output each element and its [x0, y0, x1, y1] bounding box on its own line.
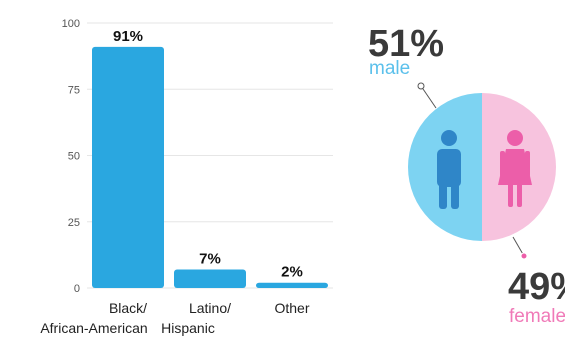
y-tick-label: 100 [62, 18, 80, 30]
bar-data-label: 2% [281, 264, 303, 281]
male-percentage: 51% [368, 23, 444, 65]
bar-data-label: 91% [113, 28, 143, 45]
female-connector-dot [520, 252, 528, 260]
male-connector-line [420, 85, 437, 109]
female-percentage: 49% [508, 266, 565, 308]
y-tick-label: 0 [74, 283, 80, 295]
x-category-label: Black/African-American [40, 300, 147, 336]
x-category-label: Other [274, 300, 309, 316]
male-label: male [369, 58, 410, 79]
female-label: female [509, 306, 565, 327]
bar-chart: 0 25 50 75 100 91% 7% 2% Black/African-America… [40, 18, 333, 336]
x-category-label: Latino/Hispanic [161, 300, 231, 336]
y-tick-label: 75 [68, 84, 80, 96]
gender-pie-chart: 51%male 49%female [368, 23, 565, 327]
female-person-icon [498, 130, 532, 207]
bar [256, 282, 328, 288]
bar-data-label: 7% [199, 250, 221, 267]
bar [174, 269, 246, 288]
bar [92, 46, 164, 288]
y-tick-label: 25 [68, 217, 80, 229]
y-tick-label: 50 [68, 151, 80, 163]
male-connector-dot [417, 82, 425, 90]
male-person-icon [437, 130, 461, 209]
female-connector-line [512, 236, 525, 257]
